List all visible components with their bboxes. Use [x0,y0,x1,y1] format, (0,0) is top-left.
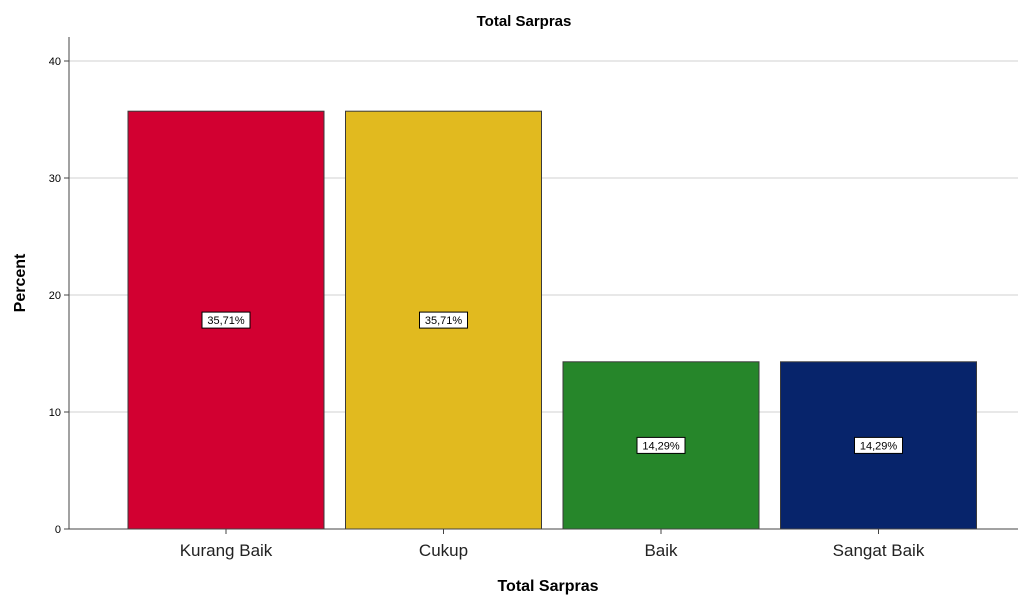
y-tick-label: 30 [49,173,61,185]
y-tick-label: 10 [49,407,61,419]
data-label: 14,29% [860,440,898,452]
data-label-box [419,311,468,329]
data-label: 35,71% [207,315,245,327]
x-axis-title: Total Sarpras [497,578,598,595]
x-tick-label: Cukup [419,541,468,560]
x-tick-label: Baik [644,541,678,560]
data-label-box [636,436,686,454]
x-tick-label: Sangat Baik [833,541,925,560]
data-label-box [854,436,903,454]
x-tick-labels: Kurang Baik Cukup Baik Sangat Baik [180,529,925,560]
data-labels: 35,71% 35,71% 14,29% 14,29% [201,311,903,454]
x-tick-label: Kurang Baik [180,541,273,560]
y-tick-labels: 0 10 20 30 40 [49,56,69,536]
y-tick-label: 0 [55,524,61,536]
y-tick-label: 20 [49,290,61,302]
chart-title: Total Sarpras [477,13,572,30]
bars [127,110,977,530]
y-axis-title: Percent [12,253,29,312]
data-label: 14,29% [642,440,680,452]
data-label: 35,71% [425,315,463,327]
y-tick-label: 40 [49,56,61,68]
data-label-box [201,311,251,329]
